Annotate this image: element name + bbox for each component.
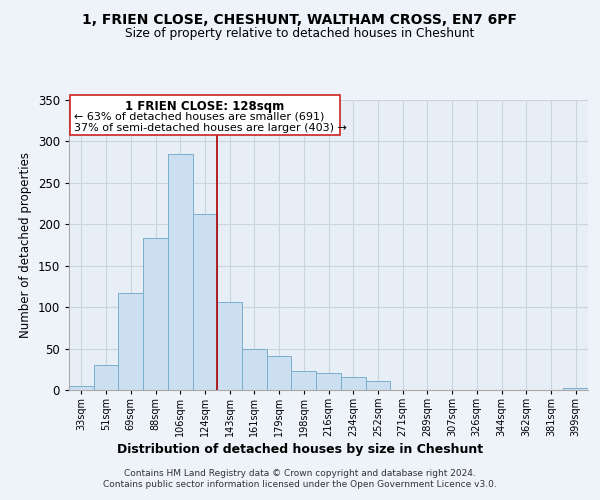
- Text: Distribution of detached houses by size in Cheshunt: Distribution of detached houses by size …: [117, 442, 483, 456]
- Bar: [292, 371, 316, 390]
- Bar: [267, 356, 292, 390]
- FancyBboxPatch shape: [70, 95, 340, 135]
- Bar: [563, 388, 588, 390]
- Text: 1 FRIEN CLOSE: 128sqm: 1 FRIEN CLOSE: 128sqm: [125, 100, 284, 113]
- Text: 37% of semi-detached houses are larger (403) →: 37% of semi-detached houses are larger (…: [74, 123, 347, 133]
- Bar: [193, 214, 217, 390]
- Text: Size of property relative to detached houses in Cheshunt: Size of property relative to detached ho…: [125, 28, 475, 40]
- Bar: [365, 381, 390, 390]
- Bar: [316, 374, 341, 390]
- Text: Contains public sector information licensed under the Open Government Licence v3: Contains public sector information licen…: [103, 480, 497, 489]
- Bar: [94, 365, 118, 390]
- Bar: [143, 238, 168, 390]
- Bar: [217, 302, 242, 390]
- Bar: [168, 154, 193, 390]
- Y-axis label: Number of detached properties: Number of detached properties: [19, 152, 32, 338]
- Bar: [118, 293, 143, 390]
- Text: Contains HM Land Registry data © Crown copyright and database right 2024.: Contains HM Land Registry data © Crown c…: [124, 468, 476, 477]
- Bar: [69, 386, 94, 390]
- Bar: [341, 376, 365, 390]
- Text: 1, FRIEN CLOSE, CHESHUNT, WALTHAM CROSS, EN7 6PF: 1, FRIEN CLOSE, CHESHUNT, WALTHAM CROSS,…: [83, 12, 517, 26]
- Bar: [242, 348, 267, 390]
- Text: ← 63% of detached houses are smaller (691): ← 63% of detached houses are smaller (69…: [74, 112, 325, 122]
